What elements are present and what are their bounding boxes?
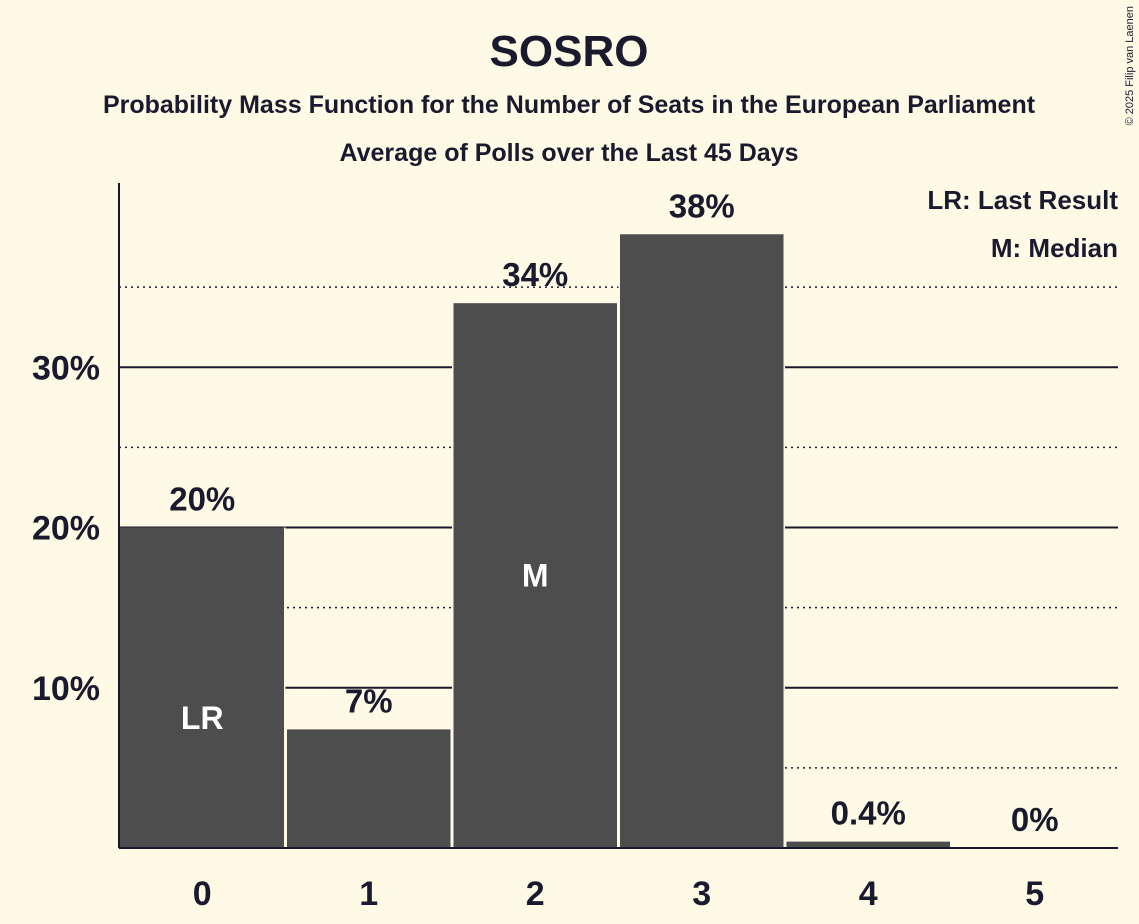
legend-entry: M: Median xyxy=(991,233,1118,263)
value-label: 34% xyxy=(502,256,568,293)
x-tick-label: 3 xyxy=(692,875,711,913)
bar xyxy=(287,729,451,848)
legend: LR: Last Result M: Median xyxy=(927,185,1118,263)
value-labels: 20% LR 0 7% 1 34% M 2 38% 3 0.4% 4 0% 5 xyxy=(169,187,1058,913)
value-label: 20% xyxy=(169,481,235,518)
y-tick-label: 30% xyxy=(32,349,100,387)
in-bar-label: LR xyxy=(181,700,224,736)
x-tick-label: 5 xyxy=(1025,875,1044,913)
bar xyxy=(620,234,784,849)
x-tick-label: 1 xyxy=(359,875,378,913)
value-label: 0.4% xyxy=(831,795,906,832)
copyright-notice: © 2025 Filip van Laenen xyxy=(1124,6,1136,125)
chart-subtitle-2: Average of Polls over the Last 45 Days xyxy=(340,139,799,167)
x-tick-label: 2 xyxy=(526,875,545,913)
bar xyxy=(119,527,284,848)
bar xyxy=(786,841,950,848)
value-label: 38% xyxy=(669,187,735,224)
x-tick-label: 0 xyxy=(193,875,212,913)
chart-subtitle: Probability Mass Function for the Number… xyxy=(103,91,1036,119)
legend-entry: LR: Last Result xyxy=(927,185,1118,215)
bar xyxy=(453,303,617,848)
axes xyxy=(118,183,1118,849)
in-bar-label: M xyxy=(522,558,549,594)
y-tick-label: 10% xyxy=(32,670,100,708)
value-label: 0% xyxy=(1011,801,1059,838)
value-label: 7% xyxy=(345,682,393,719)
y-tick-label: 20% xyxy=(32,510,100,548)
x-tick-label: 4 xyxy=(859,875,878,913)
bars xyxy=(117,234,952,849)
chart-title: SOSRO xyxy=(490,27,649,76)
